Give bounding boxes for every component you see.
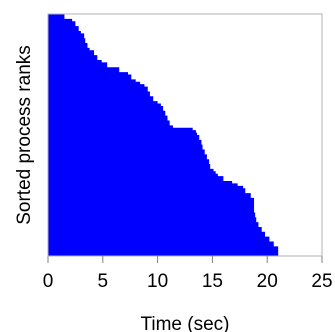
x-tick-label: 15 [202, 271, 223, 292]
sorted-ranks-area [48, 14, 279, 256]
x-tick-label: 20 [257, 271, 278, 292]
plot-frame [47, 13, 323, 257]
x-tick-label: 25 [311, 271, 332, 292]
x-axis-label: Time (sec) [140, 314, 229, 332]
x-tick-label: 0 [43, 271, 54, 292]
x-tick-label: 10 [147, 271, 168, 292]
y-axis-label: Sorted process ranks [14, 45, 35, 225]
x-tick-label: 5 [98, 271, 109, 292]
plot-area [48, 14, 279, 256]
x-axis-ticks: 0 5 10 15 20 25 [43, 256, 333, 292]
